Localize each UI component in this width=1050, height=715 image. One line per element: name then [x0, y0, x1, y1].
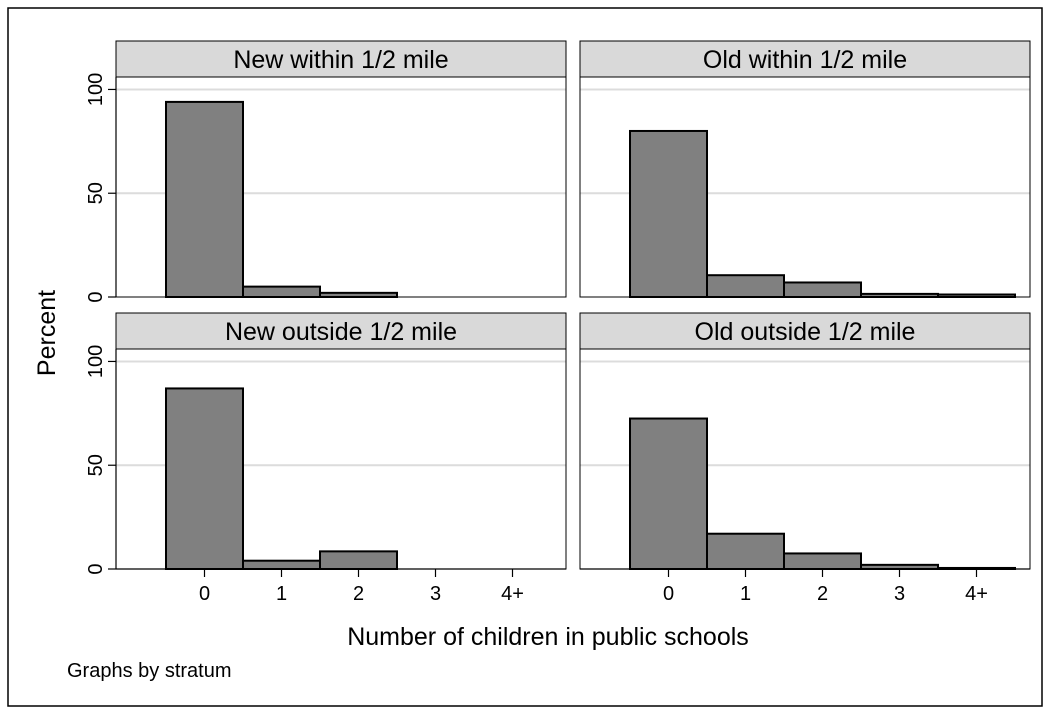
panel-border — [579, 76, 1031, 298]
x-tick-label: 2 — [353, 583, 364, 605]
x-tick-label: 4+ — [501, 583, 524, 605]
bar-0 — [165, 387, 244, 570]
x-tick-label: 0 — [663, 583, 674, 605]
panel-title: Old within 1/2 mile — [703, 46, 907, 74]
panel-new-within: New within 1/2 mile 0 50 100 — [85, 40, 567, 303]
panel-title: New outside 1/2 mile — [225, 318, 457, 346]
x-tick-label: 4+ — [965, 583, 988, 605]
panel-new-outside: New outside 1/2 mile 0 50 100 0 1 2 3 4+ — [85, 312, 567, 605]
panel-title: New within 1/2 mile — [233, 46, 448, 74]
x-tick-label: 3 — [430, 583, 441, 605]
bar-0 — [165, 100, 244, 299]
panel-old-outside: Old outside 1/2 mile 0 1 2 3 4+ — [579, 312, 1031, 605]
bar-1 — [706, 532, 785, 570]
x-tick-label: 0 — [199, 583, 210, 605]
panel-strip — [115, 40, 567, 78]
bar-2 — [319, 550, 398, 571]
panel-title: Old outside 1/2 mile — [695, 318, 916, 346]
y-axis-title: Percent — [33, 290, 61, 376]
x-tick-label: 2 — [817, 583, 828, 605]
x-tick-label: 1 — [276, 583, 287, 605]
panel-plot: 0 50 100 0 1 2 3 4+ — [85, 345, 567, 605]
x-tick-label: 1 — [740, 583, 751, 605]
panel-old-within: Old within 1/2 mile — [579, 40, 1031, 299]
bar-0 — [629, 417, 708, 570]
panel-plot: 0 1 2 3 4+ — [579, 348, 1031, 605]
bar-2 — [783, 281, 862, 299]
bar-2 — [319, 291, 398, 299]
bar-2 — [783, 552, 862, 570]
y-tick-label: 50 — [85, 182, 107, 204]
bar-1 — [242, 285, 321, 299]
panel-strip — [579, 40, 1031, 78]
bar-1 — [706, 274, 785, 299]
x-tick-label: 3 — [894, 583, 905, 605]
bar-0 — [629, 129, 708, 298]
graphs-by-note: Graphs by stratum — [67, 660, 232, 682]
x-axis-title: Number of children in public schools — [347, 623, 749, 651]
y-tick-label: 0 — [85, 291, 107, 302]
y-tick-label: 0 — [85, 563, 107, 574]
panel-plot — [579, 76, 1031, 299]
bar-3 — [860, 563, 939, 571]
panel-plot: 0 50 100 — [85, 73, 567, 303]
panel-strip — [115, 312, 567, 350]
y-tick-label: 100 — [85, 73, 107, 106]
panel-strip — [579, 312, 1031, 350]
y-tick-label: 50 — [85, 454, 107, 476]
y-tick-label: 100 — [85, 345, 107, 378]
bar-1 — [242, 559, 321, 571]
